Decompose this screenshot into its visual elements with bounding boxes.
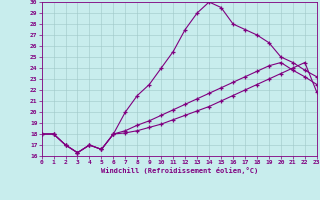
X-axis label: Windchill (Refroidissement éolien,°C): Windchill (Refroidissement éolien,°C) — [100, 167, 258, 174]
